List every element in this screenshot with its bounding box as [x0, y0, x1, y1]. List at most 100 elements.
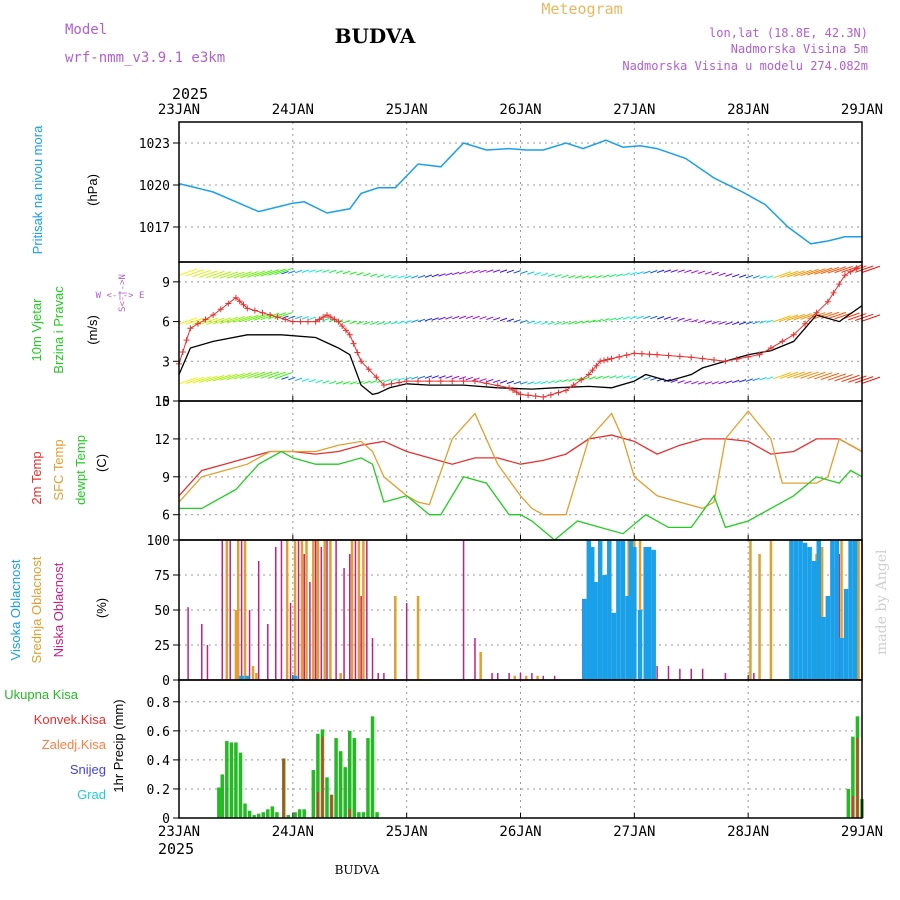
- time-label-top: 27JAN: [613, 102, 655, 118]
- low-cloud-bar: [491, 673, 493, 680]
- high-cloud-bar: [593, 582, 598, 680]
- low-cloud-bar: [360, 596, 362, 680]
- gust-marker: [722, 358, 729, 365]
- gust-marker: [688, 354, 695, 361]
- legend-hail: Grad: [77, 787, 106, 802]
- wind-arrow: [458, 315, 467, 320]
- wind-arrow: [308, 316, 316, 321]
- wind-arrow: [363, 321, 371, 325]
- wind-arrow: [855, 313, 874, 321]
- wind-arrow: [185, 269, 204, 277]
- gust-marker: [585, 371, 592, 378]
- wind-arrow: [206, 374, 225, 383]
- wind-arrow: [397, 320, 405, 325]
- wind-arrow: [411, 275, 419, 279]
- gust-marker: [346, 331, 353, 338]
- wind-arrow: [677, 317, 685, 322]
- high-cloud-bar: [825, 596, 831, 680]
- gust-marker: [494, 382, 501, 389]
- wind-arrow: [513, 270, 521, 274]
- wind-arrow: [691, 270, 699, 274]
- gust-marker: [350, 340, 357, 347]
- wind-arrow: [212, 317, 232, 325]
- mid-cloud-bar: [300, 540, 304, 680]
- wind-arrow: [670, 379, 678, 383]
- gust-marker: [756, 351, 763, 358]
- gust-marker: [824, 298, 831, 305]
- wind-arrow: [267, 371, 286, 379]
- mid-cloud-bar: [316, 540, 320, 680]
- mid-cloud-bar: [536, 675, 539, 680]
- high-cloud-bar: [643, 547, 648, 680]
- mid-cloud-bar: [479, 652, 482, 680]
- wind-arrow: [308, 269, 316, 273]
- wind-arrow: [827, 266, 847, 274]
- mid-cloud-bar: [329, 540, 332, 680]
- high-cloud-bar: [589, 547, 595, 680]
- gust-marker: [616, 353, 623, 360]
- wind-arrow: [274, 267, 293, 276]
- wind-arrow: [547, 321, 555, 325]
- y-tick-label: 50: [154, 604, 170, 619]
- total-precip-bar: [297, 809, 302, 818]
- total-precip-bar: [846, 788, 851, 818]
- gust-marker: [830, 289, 837, 296]
- gust-marker: [396, 379, 403, 386]
- wind-arrow: [554, 379, 562, 384]
- year-top: 2025: [172, 85, 208, 103]
- y-tick-label: 0.2: [147, 783, 170, 798]
- mid-cloud-bar: [293, 540, 297, 680]
- wind-arrow: [861, 376, 881, 384]
- wind-arrow: [684, 380, 692, 384]
- wind-arrow: [253, 269, 273, 278]
- high-cloud-bar: [607, 540, 612, 680]
- wind-arrow: [670, 317, 678, 321]
- total-precip-bar: [261, 812, 265, 818]
- wind-arrow: [226, 271, 245, 279]
- total-precip-bar: [343, 767, 347, 818]
- gust-marker: [460, 378, 467, 385]
- gust-marker: [578, 376, 585, 383]
- wind-arrow: [452, 375, 460, 380]
- high-cloud-bar: [292, 675, 298, 680]
- wind-arrow: [609, 317, 617, 321]
- wind-arrow: [848, 313, 867, 321]
- wind-arrow: [615, 375, 624, 379]
- gust-marker: [335, 318, 342, 325]
- wind-arrow: [458, 376, 467, 380]
- wind-arrow: [178, 317, 198, 325]
- mid-cloud-bar: [323, 540, 326, 680]
- wind-arrow: [301, 316, 310, 320]
- high-cloud-bar: [834, 540, 840, 680]
- mid-cloud-bar: [243, 540, 247, 680]
- wind-arrow: [438, 316, 446, 321]
- wind-axis-labels: 10m Vjetar Brzina i Pravac (m/s) W <-|->…: [29, 274, 144, 374]
- wind-arrow: [438, 273, 446, 277]
- y-tick-label: 1020: [139, 179, 170, 194]
- wind-arrow: [547, 273, 555, 277]
- wind-arrow: [417, 375, 426, 380]
- wind-arrow: [465, 270, 474, 274]
- low-cloud-bar: [280, 540, 283, 680]
- gust-marker: [194, 320, 201, 327]
- time-label-bottom: 24JAN: [272, 824, 314, 840]
- wind-arrow: [711, 381, 719, 385]
- wind-arrow: [773, 271, 792, 279]
- gust-marker: [232, 294, 239, 301]
- wind-speed-line: [178, 305, 863, 396]
- total-precip-bar: [234, 742, 238, 818]
- mid-cloud-bar: [513, 675, 517, 680]
- wind-arrow: [622, 375, 631, 379]
- wind-arrow: [793, 371, 812, 379]
- wind-arrow: [820, 266, 840, 275]
- high-cloud-bar: [651, 549, 656, 680]
- wind-arrow: [281, 270, 289, 275]
- wind-arrow: [636, 315, 644, 320]
- wind-arrow: [800, 371, 819, 379]
- wind-arrow: [773, 372, 792, 380]
- wind-arrow: [554, 321, 562, 326]
- wind-arrow: [445, 272, 453, 276]
- low-cloud-bar: [542, 675, 545, 680]
- wind-arrow: [390, 321, 398, 325]
- wind-arrow: [629, 375, 637, 380]
